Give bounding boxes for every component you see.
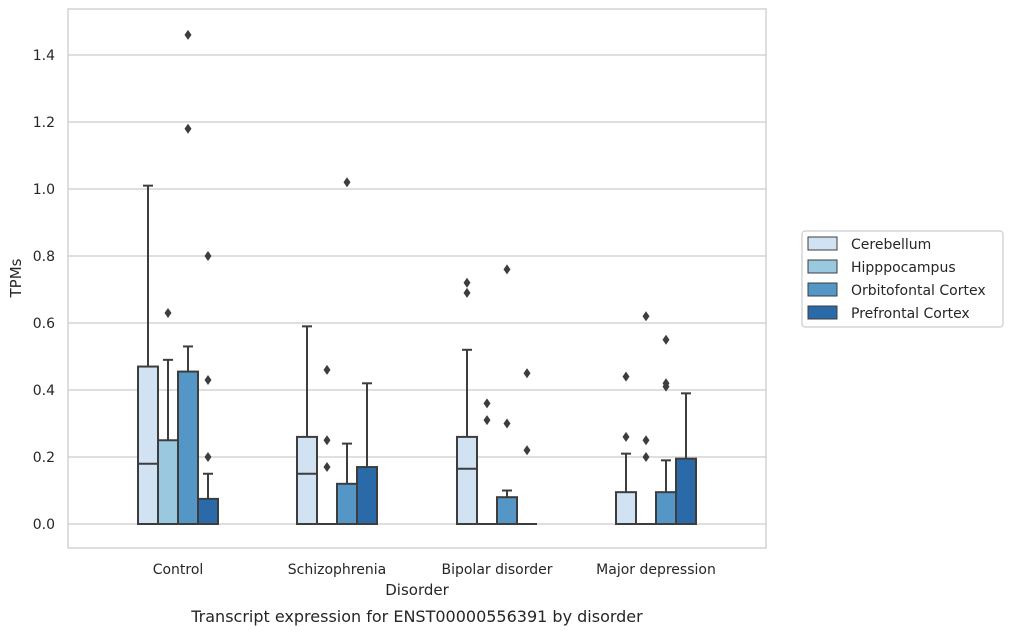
box-rect: [655, 491, 677, 525]
y-tick-label: 1.0: [33, 182, 55, 198]
box-rect: [177, 370, 199, 526]
outlier-point: [622, 371, 630, 382]
box-rect: [137, 365, 159, 525]
y-tick-label: 1.2: [33, 115, 55, 131]
outlier-point: [204, 374, 212, 385]
outlier-point: [184, 29, 192, 40]
box-cerebellum: [137, 184, 159, 525]
box-orbitofontal-cortex: [177, 29, 199, 526]
legend: Cerebellum Hipppocampus Orbitofontal Corte…: [801, 230, 1004, 328]
box-cerebellum: [615, 371, 637, 525]
outlier-point: [483, 398, 491, 409]
y-axis-ticks: 0.0 0.2 0.4 0.6 0.8 1.0 1.2 1.4: [33, 48, 55, 533]
outlier-point: [622, 431, 630, 442]
x-tick-label: Major depression: [596, 562, 716, 578]
legend-label: Orbitofontal Cortex: [851, 283, 986, 299]
y-tick-label: 0.2: [33, 450, 55, 466]
legend-label: Cerebellum: [851, 237, 931, 253]
box-hipppocampus: [636, 311, 656, 525]
outlier-point: [523, 368, 531, 379]
outlier-point: [204, 251, 212, 261]
box-prefrontal-cortex: [356, 382, 378, 525]
box-prefrontal-cortex: [197, 251, 219, 525]
y-tick-label: 1.4: [33, 48, 55, 64]
outlier-point: [662, 378, 670, 389]
y-tick-label: 0.0: [33, 517, 55, 533]
outlier-point: [483, 415, 491, 426]
outlier-point: [503, 264, 511, 275]
outlier-point: [184, 123, 192, 134]
outlier-point: [662, 334, 670, 345]
x-tick-label: Control: [153, 562, 204, 578]
outlier-point: [463, 277, 471, 288]
box-orbitofontal-cortex: [496, 264, 518, 526]
outlier-point: [204, 452, 212, 462]
outlier-point: [343, 177, 351, 188]
outlier-point: [642, 452, 650, 462]
y-tick-label: 0.4: [33, 383, 55, 399]
legend-swatch: [807, 282, 838, 297]
y-axis-title: TPMs: [7, 258, 25, 298]
box-hipppocampus: [157, 307, 179, 525]
box-rect: [496, 496, 518, 526]
box-groups: [137, 29, 697, 526]
box-rect: [197, 497, 219, 525]
y-tick-label: 0.8: [33, 249, 55, 265]
box-rect: [336, 482, 358, 525]
box-rect: [675, 457, 697, 525]
box-hipppocampus: [477, 398, 497, 525]
legend-swatch: [807, 236, 838, 251]
x-tick-label: Schizophrenia: [288, 562, 386, 578]
x-axis-ticks: Control Schizophrenia Bipolar disorder Majo…: [153, 562, 716, 578]
box-rect: [615, 491, 637, 525]
outlier-point: [642, 311, 650, 322]
outlier-point: [323, 435, 331, 446]
outlier-point: [323, 364, 331, 375]
legend-label: Hipppocampus: [851, 260, 956, 276]
box-rect: [296, 435, 318, 525]
outlier-point: [164, 307, 172, 318]
outlier-point: [523, 445, 531, 456]
legend-swatch: [807, 259, 838, 274]
figure-caption: Transcript expression for ENST0000055639…: [190, 607, 643, 626]
outlier-point: [642, 435, 650, 446]
box-rect: [356, 466, 378, 525]
legend-frame: [801, 230, 1004, 328]
legend-label: Prefrontal Cortex: [851, 306, 970, 322]
outlier-point: [323, 462, 331, 473]
box-prefrontal-cortex: [675, 392, 697, 525]
box-rect: [157, 439, 179, 525]
x-tick-label: Bipolar disorder: [441, 562, 552, 578]
box-prefrontal-cortex: [517, 368, 537, 525]
box-orbitofontal-cortex: [655, 334, 677, 525]
y-tick-label: 0.6: [33, 316, 55, 332]
plot-frame: [67, 8, 767, 549]
box-hipppocampus: [317, 364, 337, 525]
legend-swatch: [807, 305, 838, 320]
x-axis-title: Disorder: [385, 581, 449, 599]
box-rect: [456, 435, 478, 525]
outlier-point: [463, 287, 471, 298]
outlier-point: [503, 418, 511, 429]
box-orbitofontal-cortex: [336, 177, 358, 525]
box-cerebellum: [456, 277, 478, 525]
box-cerebellum: [296, 325, 318, 525]
